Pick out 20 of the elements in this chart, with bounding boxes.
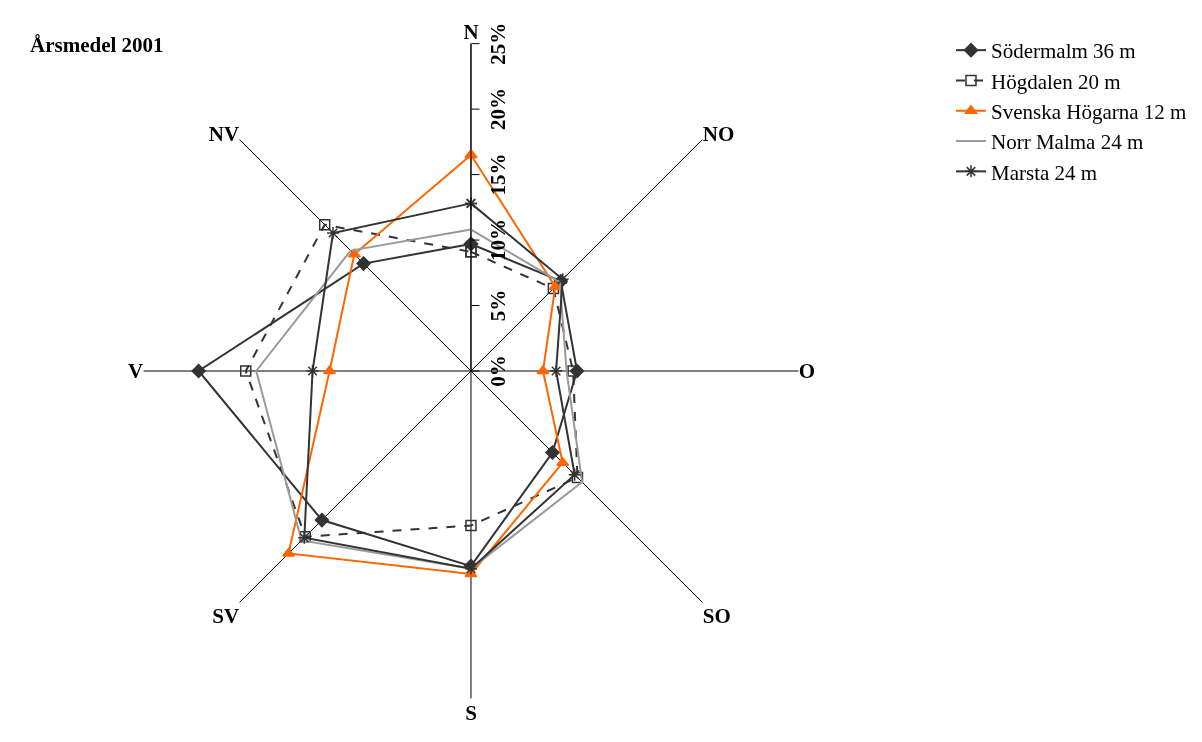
legend-label: Högdalen 20 m	[991, 69, 1121, 94]
spoke-label: SV	[212, 603, 240, 628]
spoke-label: S	[465, 700, 477, 725]
spoke-label: O	[798, 359, 816, 384]
legend-label: Norr Malma 24 m	[991, 130, 1144, 155]
legend-label: Svenska Högarna 12 m	[991, 99, 1187, 124]
y-tick-label: 5%	[485, 289, 510, 322]
y-tick-label: 0%	[485, 355, 510, 387]
spoke-label: NV	[208, 122, 240, 147]
legend-label: Marsta 24 m	[991, 160, 1098, 185]
legend-label: Södermalm 36 m	[991, 39, 1136, 64]
chart-title: Årsmedel 2001	[30, 32, 164, 57]
y-tick-label: 15%	[485, 153, 510, 196]
y-tick-label: 20%	[485, 88, 510, 131]
y-tick-label: 10%	[485, 219, 510, 262]
y-tick-label: 25%	[485, 22, 510, 65]
spoke-label: N	[463, 19, 479, 44]
spoke-label: NO	[702, 122, 735, 147]
spoke-label: SO	[702, 603, 731, 628]
spoke-label: V	[127, 359, 144, 384]
